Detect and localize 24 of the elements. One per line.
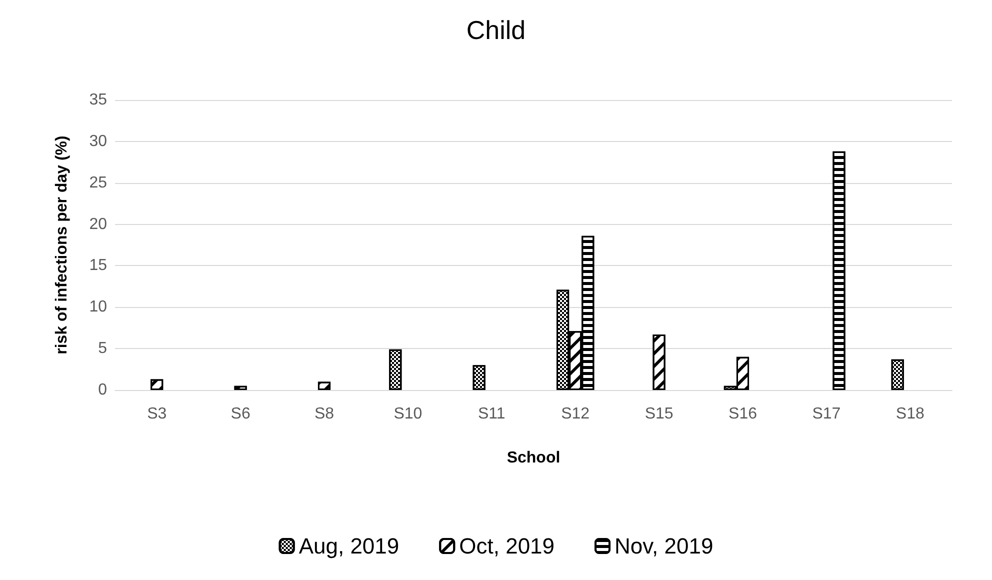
y-tick-label: 10 [89, 298, 108, 316]
x-tick-label: S6 [230, 406, 250, 422]
x-tick-label: S18 [896, 406, 924, 422]
y-tick-label: 5 [98, 340, 108, 358]
y-tick-label: 35 [89, 92, 108, 108]
y-axis-title: risk of infections per day (%) [54, 136, 70, 354]
x-tick-label: S3 [147, 406, 167, 422]
x-tick-label: S16 [728, 406, 758, 422]
legend-label: Oct, 2019 [459, 534, 555, 558]
y-tick-label: 20 [89, 216, 108, 233]
x-tick-label: S11 [478, 406, 506, 422]
x-tick-label: S10 [394, 406, 422, 422]
x-tick-label: S12 [561, 406, 590, 422]
y-tick-label: 0 [98, 382, 108, 398]
legend-label: Nov, 2019 [614, 534, 714, 558]
y-tick-label: 30 [89, 132, 108, 150]
chart-title: Child [466, 15, 526, 45]
x-tick-label: S8 [314, 406, 334, 422]
x-tick-label: S15 [644, 406, 674, 422]
x-axis-title: School [506, 450, 560, 466]
legend-label: Aug, 2019 [298, 534, 400, 558]
x-tick-label: S17 [812, 406, 841, 422]
y-tick-label: 25 [89, 174, 108, 192]
y-tick-label: 15 [89, 257, 108, 274]
